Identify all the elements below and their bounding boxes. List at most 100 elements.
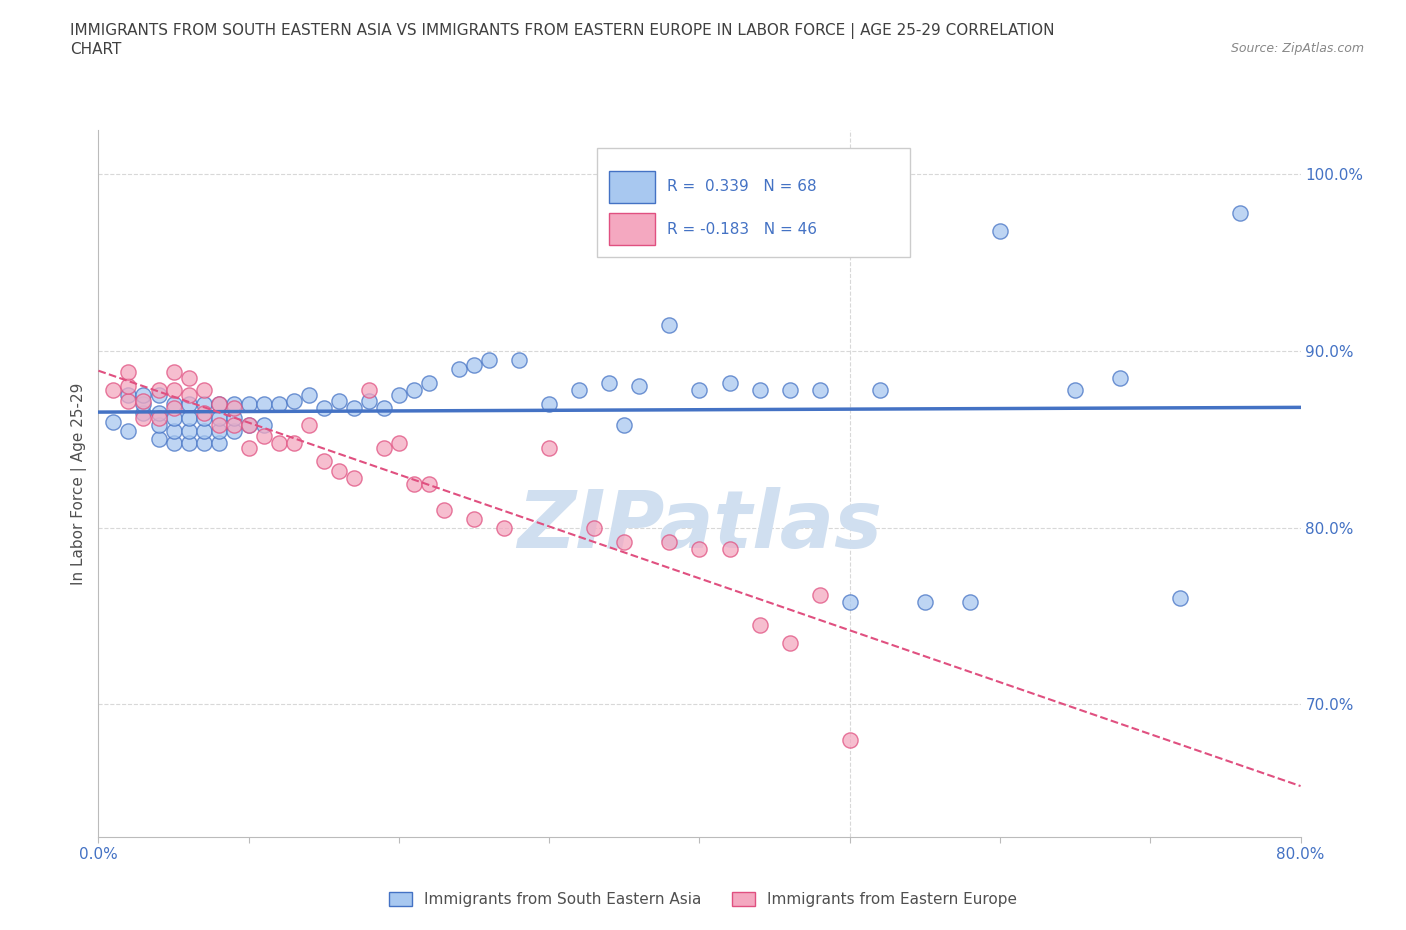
Text: CHART: CHART	[70, 42, 122, 57]
Point	[162, 423, 184, 438]
Point	[222, 400, 245, 415]
Point	[162, 400, 184, 415]
Point	[177, 411, 200, 426]
Point	[117, 365, 139, 379]
Point	[208, 396, 231, 411]
Point	[117, 423, 139, 438]
Point	[162, 435, 184, 450]
Point	[238, 418, 260, 432]
Point	[343, 471, 366, 485]
Point	[343, 400, 366, 415]
Bar	[598, 148, 910, 258]
Point	[689, 382, 711, 397]
Point	[117, 393, 139, 408]
Point	[148, 432, 170, 447]
Point	[148, 388, 170, 403]
Point	[838, 732, 860, 747]
Point	[613, 418, 636, 432]
Point	[779, 382, 801, 397]
Point	[598, 376, 620, 391]
Text: ZIPatlas: ZIPatlas	[517, 487, 882, 565]
Point	[193, 435, 215, 450]
Point	[988, 223, 1011, 238]
Bar	[609, 171, 655, 203]
Point	[148, 405, 170, 420]
Point	[103, 415, 125, 430]
Point	[1064, 382, 1087, 397]
Point	[222, 418, 245, 432]
Point	[193, 405, 215, 420]
Point	[193, 411, 215, 426]
Point	[328, 464, 350, 479]
Legend: Immigrants from South Eastern Asia, Immigrants from Eastern Europe: Immigrants from South Eastern Asia, Immi…	[382, 885, 1024, 913]
Point	[193, 396, 215, 411]
Point	[193, 423, 215, 438]
Point	[177, 370, 200, 385]
Point	[148, 382, 170, 397]
Point	[838, 594, 860, 609]
Point	[132, 396, 155, 411]
Point	[298, 388, 321, 403]
Point	[238, 418, 260, 432]
Text: IMMIGRANTS FROM SOUTH EASTERN ASIA VS IMMIGRANTS FROM EASTERN EUROPE IN LABOR FO: IMMIGRANTS FROM SOUTH EASTERN ASIA VS IM…	[70, 23, 1054, 39]
Point	[418, 376, 440, 391]
Point	[208, 435, 231, 450]
Point	[1109, 370, 1132, 385]
Point	[283, 435, 305, 450]
Point	[1170, 591, 1192, 605]
Point	[148, 418, 170, 432]
Point	[117, 388, 139, 403]
Point	[208, 396, 231, 411]
Point	[222, 423, 245, 438]
Point	[508, 352, 530, 367]
Point	[538, 441, 561, 456]
Point	[689, 541, 711, 556]
Text: R =  0.339   N = 68: R = 0.339 N = 68	[666, 179, 817, 194]
Point	[177, 435, 200, 450]
Point	[808, 382, 831, 397]
Point	[418, 476, 440, 491]
Point	[463, 512, 485, 526]
Point	[748, 382, 770, 397]
Point	[162, 382, 184, 397]
Point	[253, 418, 276, 432]
Point	[132, 393, 155, 408]
Point	[253, 396, 276, 411]
Point	[658, 535, 681, 550]
Point	[312, 400, 335, 415]
Point	[193, 382, 215, 397]
Point	[162, 365, 184, 379]
Y-axis label: In Labor Force | Age 25-29: In Labor Force | Age 25-29	[72, 382, 87, 585]
Point	[267, 396, 290, 411]
Point	[162, 411, 184, 426]
Point	[869, 382, 891, 397]
Text: R = -0.183   N = 46: R = -0.183 N = 46	[666, 221, 817, 236]
Point	[208, 418, 231, 432]
Point	[613, 535, 636, 550]
Point	[208, 423, 231, 438]
Point	[658, 317, 681, 332]
Point	[238, 396, 260, 411]
Point	[283, 393, 305, 408]
Point	[748, 618, 770, 632]
Point	[568, 382, 591, 397]
Point	[132, 388, 155, 403]
Point	[132, 411, 155, 426]
Point	[177, 388, 200, 403]
Point	[357, 393, 380, 408]
Point	[222, 396, 245, 411]
Point	[357, 382, 380, 397]
Point	[402, 476, 425, 491]
Point	[914, 594, 936, 609]
Point	[162, 396, 184, 411]
Point	[132, 405, 155, 420]
Point	[312, 453, 335, 468]
Point	[253, 429, 276, 444]
Point	[959, 594, 981, 609]
Point	[583, 520, 606, 535]
Point	[388, 435, 411, 450]
Point	[373, 400, 395, 415]
Point	[148, 411, 170, 426]
Point	[267, 435, 290, 450]
Text: Source: ZipAtlas.com: Source: ZipAtlas.com	[1230, 42, 1364, 55]
